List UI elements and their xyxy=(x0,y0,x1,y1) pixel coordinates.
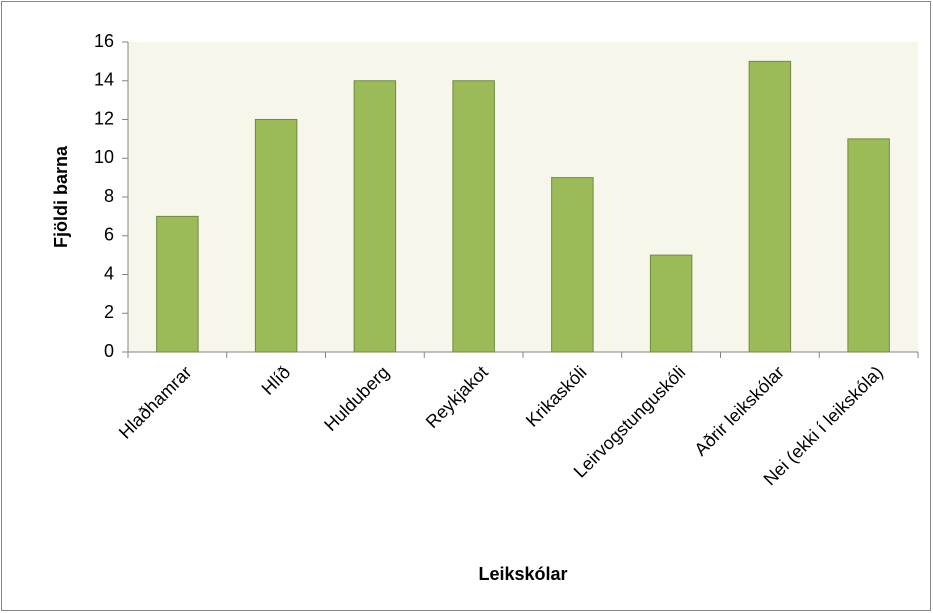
y-tick-label: 14 xyxy=(94,70,114,90)
y-tick-label: 6 xyxy=(104,225,114,245)
bar xyxy=(748,60,792,353)
bar xyxy=(649,254,693,353)
bar xyxy=(847,138,890,353)
y-tick-label: 4 xyxy=(104,263,114,283)
y-tick-label: 10 xyxy=(94,147,114,167)
bar xyxy=(353,80,397,353)
y-tick-label: 16 xyxy=(94,31,114,51)
x-axis-label: Leikskólar xyxy=(478,564,567,584)
bar xyxy=(156,215,199,353)
plot-area xyxy=(128,42,918,352)
bar xyxy=(452,80,495,353)
bar xyxy=(551,177,594,353)
y-axis-label: Fjöldi barna xyxy=(51,145,71,248)
bar xyxy=(254,119,298,353)
y-tick-label: 0 xyxy=(104,341,114,361)
y-tick-label: 2 xyxy=(104,302,114,322)
y-tick-label: 12 xyxy=(94,108,114,128)
y-tick-label: 8 xyxy=(104,186,114,206)
